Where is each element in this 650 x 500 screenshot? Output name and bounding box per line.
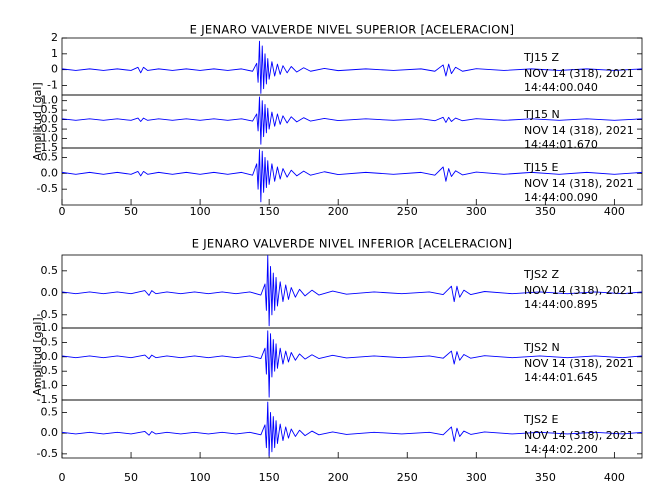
panel-frame <box>61 147 643 206</box>
y-tick-label: -1.0 <box>37 379 58 392</box>
time-label: 14:44:02.200 <box>524 443 598 456</box>
x-tick-label: 200 <box>328 471 349 484</box>
y-tick-label: 1.0 <box>41 321 59 334</box>
x-tick-label: 100 <box>190 205 211 218</box>
x-tick-label: 400 <box>604 205 625 218</box>
y-tick-label: 0.5 <box>41 151 59 164</box>
waveform <box>62 401 642 457</box>
y-tick-label: 0.0 <box>41 166 59 179</box>
x-tick-label: 50 <box>124 205 138 218</box>
time-label: 14:44:00.040 <box>524 81 598 94</box>
y-tick-label: -0.5 <box>37 447 58 460</box>
x-tick-label: 300 <box>466 205 487 218</box>
y-tick-label: 0.0 <box>41 286 59 299</box>
y-axis-label: Amplitud [gal] <box>31 317 44 395</box>
y-tick-label: 1 <box>51 47 58 60</box>
y-tick-label: 0 <box>51 63 58 76</box>
station-label: TJ15 Z <box>523 51 559 64</box>
x-tick-label: 250 <box>397 205 418 218</box>
time-label: 14:44:01.670 <box>524 138 598 151</box>
date-label: NOV 14 (318), 2021 <box>524 67 634 80</box>
y-tick-label: 0.0 <box>41 426 59 439</box>
waveform <box>62 255 642 327</box>
y-tick-label: 1.0 <box>41 94 59 107</box>
y-tick-label: 0.0 <box>41 350 59 363</box>
y-tick-label: 0.5 <box>41 103 59 116</box>
chart-title: E JENARO VALVERDE NIVEL INFERIOR [ACELER… <box>192 237 513 251</box>
waveform <box>62 96 642 145</box>
y-tick-label: -0.5 <box>37 308 58 321</box>
y-tick-label: -1.5 <box>37 393 58 406</box>
station-label: TJ15 E <box>523 161 558 174</box>
y-tick-label: -1.0 <box>37 132 58 145</box>
date-label: NOV 14 (318), 2021 <box>524 284 634 297</box>
y-axis-label: Amplitud [gal] <box>31 82 44 160</box>
y-tick-label: 0.5 <box>41 335 59 348</box>
x-tick-label: 100 <box>190 471 211 484</box>
y-tick-label: -0.5 <box>37 122 58 135</box>
time-label: 14:44:00.090 <box>524 191 598 204</box>
waveform <box>62 40 642 94</box>
x-tick-label: 150 <box>259 471 280 484</box>
x-tick-label: 0 <box>59 205 66 218</box>
date-label: NOV 14 (318), 2021 <box>524 177 634 190</box>
y-tick-label: 0.0 <box>41 113 59 126</box>
station-label: TJS2 N <box>523 341 560 354</box>
x-tick-label: 150 <box>259 205 280 218</box>
chart-title: E JENARO VALVERDE NIVEL SUPERIOR [ACELER… <box>190 23 515 37</box>
waveform <box>62 149 642 203</box>
y-tick-label: -1 <box>47 79 58 92</box>
x-tick-label: 250 <box>397 471 418 484</box>
y-tick-label: 0.5 <box>41 264 59 277</box>
date-label: NOV 14 (318), 2021 <box>524 124 634 137</box>
x-tick-label: 400 <box>604 471 625 484</box>
waveform <box>62 330 642 398</box>
panel-frame <box>61 399 643 459</box>
x-tick-label: 0 <box>59 471 66 484</box>
station-label: TJ15 N <box>523 108 560 121</box>
time-label: 14:44:00.895 <box>524 298 598 311</box>
y-tick-label: 2 <box>51 31 58 44</box>
date-label: NOV 14 (318), 2021 <box>524 429 634 442</box>
y-tick-label: 0.5 <box>41 405 59 418</box>
x-tick-label: 200 <box>328 205 349 218</box>
y-tick-label: -0.5 <box>37 182 58 195</box>
x-tick-label: 50 <box>124 471 138 484</box>
station-label: TJS2 E <box>523 413 558 426</box>
y-tick-label: -0.5 <box>37 364 58 377</box>
time-label: 14:44:01.645 <box>524 371 598 384</box>
x-tick-label: 300 <box>466 471 487 484</box>
date-label: NOV 14 (318), 2021 <box>524 357 634 370</box>
station-label: TJS2 Z <box>523 268 559 281</box>
x-tick-label: 350 <box>535 471 556 484</box>
y-tick-label: -1.5 <box>37 141 58 154</box>
x-tick-label: 350 <box>535 205 556 218</box>
